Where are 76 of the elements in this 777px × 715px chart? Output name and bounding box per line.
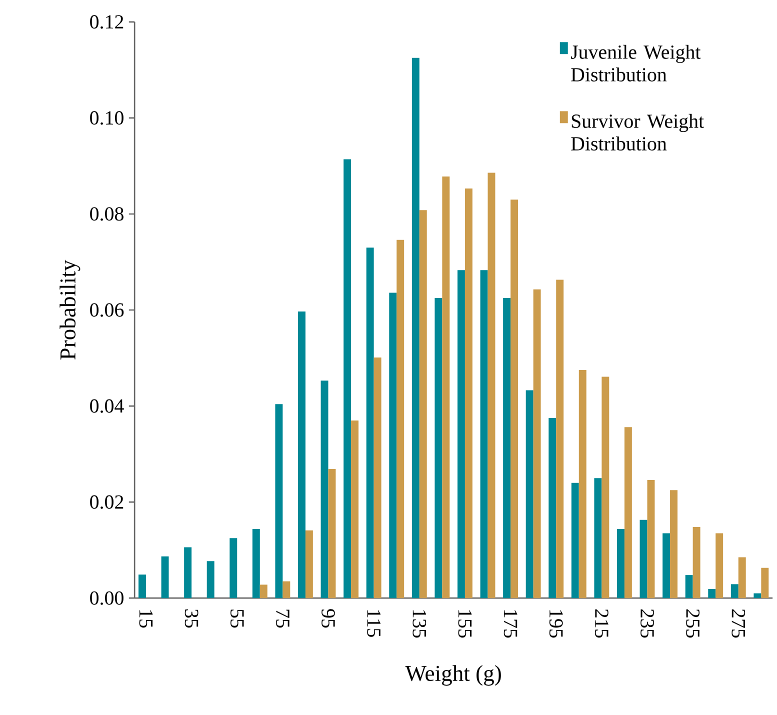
bar bbox=[602, 376, 610, 598]
bar bbox=[344, 159, 352, 598]
x-tick-label: 175 bbox=[504, 610, 518, 638]
bar bbox=[738, 557, 746, 598]
bar bbox=[464, 188, 472, 598]
bar bbox=[647, 480, 655, 598]
bar bbox=[548, 418, 556, 598]
bar bbox=[366, 248, 374, 598]
x-tick-label: 195 bbox=[549, 610, 563, 638]
bar bbox=[526, 390, 534, 598]
bar bbox=[692, 527, 700, 598]
legend-label: Survivor Weight Distribution bbox=[571, 114, 704, 151]
bar bbox=[419, 210, 427, 598]
y-tick-label: 0.02 bbox=[90, 495, 124, 509]
x-tick-label: 115 bbox=[367, 610, 380, 637]
x-tick-label: 275 bbox=[732, 609, 746, 638]
x-axis-title: Weight (g) bbox=[405, 665, 501, 686]
x-tick-label: 95 bbox=[322, 609, 335, 628]
bar bbox=[396, 240, 404, 598]
bar bbox=[328, 469, 336, 598]
bar bbox=[556, 280, 564, 598]
x-tick-label: 15 bbox=[139, 610, 153, 628]
bar bbox=[571, 482, 579, 598]
bar bbox=[351, 420, 359, 598]
bar bbox=[457, 270, 465, 598]
bar bbox=[161, 556, 169, 598]
bar bbox=[716, 533, 724, 598]
bar bbox=[184, 547, 192, 598]
y-tick-label: 0.10 bbox=[90, 111, 124, 125]
bar bbox=[730, 584, 738, 598]
bar bbox=[298, 312, 306, 598]
bar bbox=[389, 292, 397, 598]
bar bbox=[670, 490, 678, 598]
bar bbox=[206, 561, 214, 598]
x-tick-label: 135 bbox=[412, 610, 426, 638]
bar bbox=[252, 529, 260, 598]
x-tick-label: 215 bbox=[594, 609, 608, 638]
bar bbox=[260, 584, 268, 598]
y-tick-label: 0.00 bbox=[90, 591, 124, 606]
bar bbox=[412, 58, 420, 598]
bar bbox=[374, 358, 382, 598]
y-tick-label: 0.04 bbox=[90, 399, 124, 413]
x-tick-label: 55 bbox=[230, 610, 244, 628]
x-tick-label: 235 bbox=[640, 609, 654, 638]
x-tick-label: 75 bbox=[276, 610, 290, 628]
bar bbox=[616, 529, 624, 598]
y-axis-title: Probability bbox=[60, 260, 80, 360]
bar bbox=[594, 478, 602, 598]
bar bbox=[275, 404, 283, 598]
bar bbox=[761, 568, 769, 598]
bar bbox=[434, 298, 442, 598]
bar bbox=[503, 298, 511, 598]
x-tick-label: 255 bbox=[686, 609, 700, 638]
bar bbox=[442, 176, 450, 598]
x-tick-label: 155 bbox=[458, 610, 472, 638]
legend-label: Juvenile Weight Distribution bbox=[570, 44, 701, 82]
bar bbox=[533, 289, 541, 598]
bar bbox=[138, 574, 146, 598]
bar bbox=[282, 581, 290, 598]
bar bbox=[320, 380, 328, 598]
bar bbox=[510, 200, 518, 598]
bar bbox=[480, 270, 488, 598]
bar bbox=[488, 172, 496, 598]
bar bbox=[662, 533, 670, 598]
bar bbox=[708, 589, 716, 598]
bar bbox=[230, 538, 238, 598]
bar bbox=[754, 593, 762, 598]
bar bbox=[640, 520, 648, 598]
bar bbox=[305, 530, 313, 598]
bar bbox=[578, 370, 586, 598]
bar bbox=[685, 575, 693, 598]
y-tick-label: 0.08 bbox=[90, 207, 124, 221]
y-tick-label: 0.06 bbox=[90, 303, 124, 317]
x-tick-label: 35 bbox=[184, 610, 198, 628]
y-tick-label: 0.12 bbox=[90, 15, 124, 29]
bar bbox=[624, 427, 632, 598]
